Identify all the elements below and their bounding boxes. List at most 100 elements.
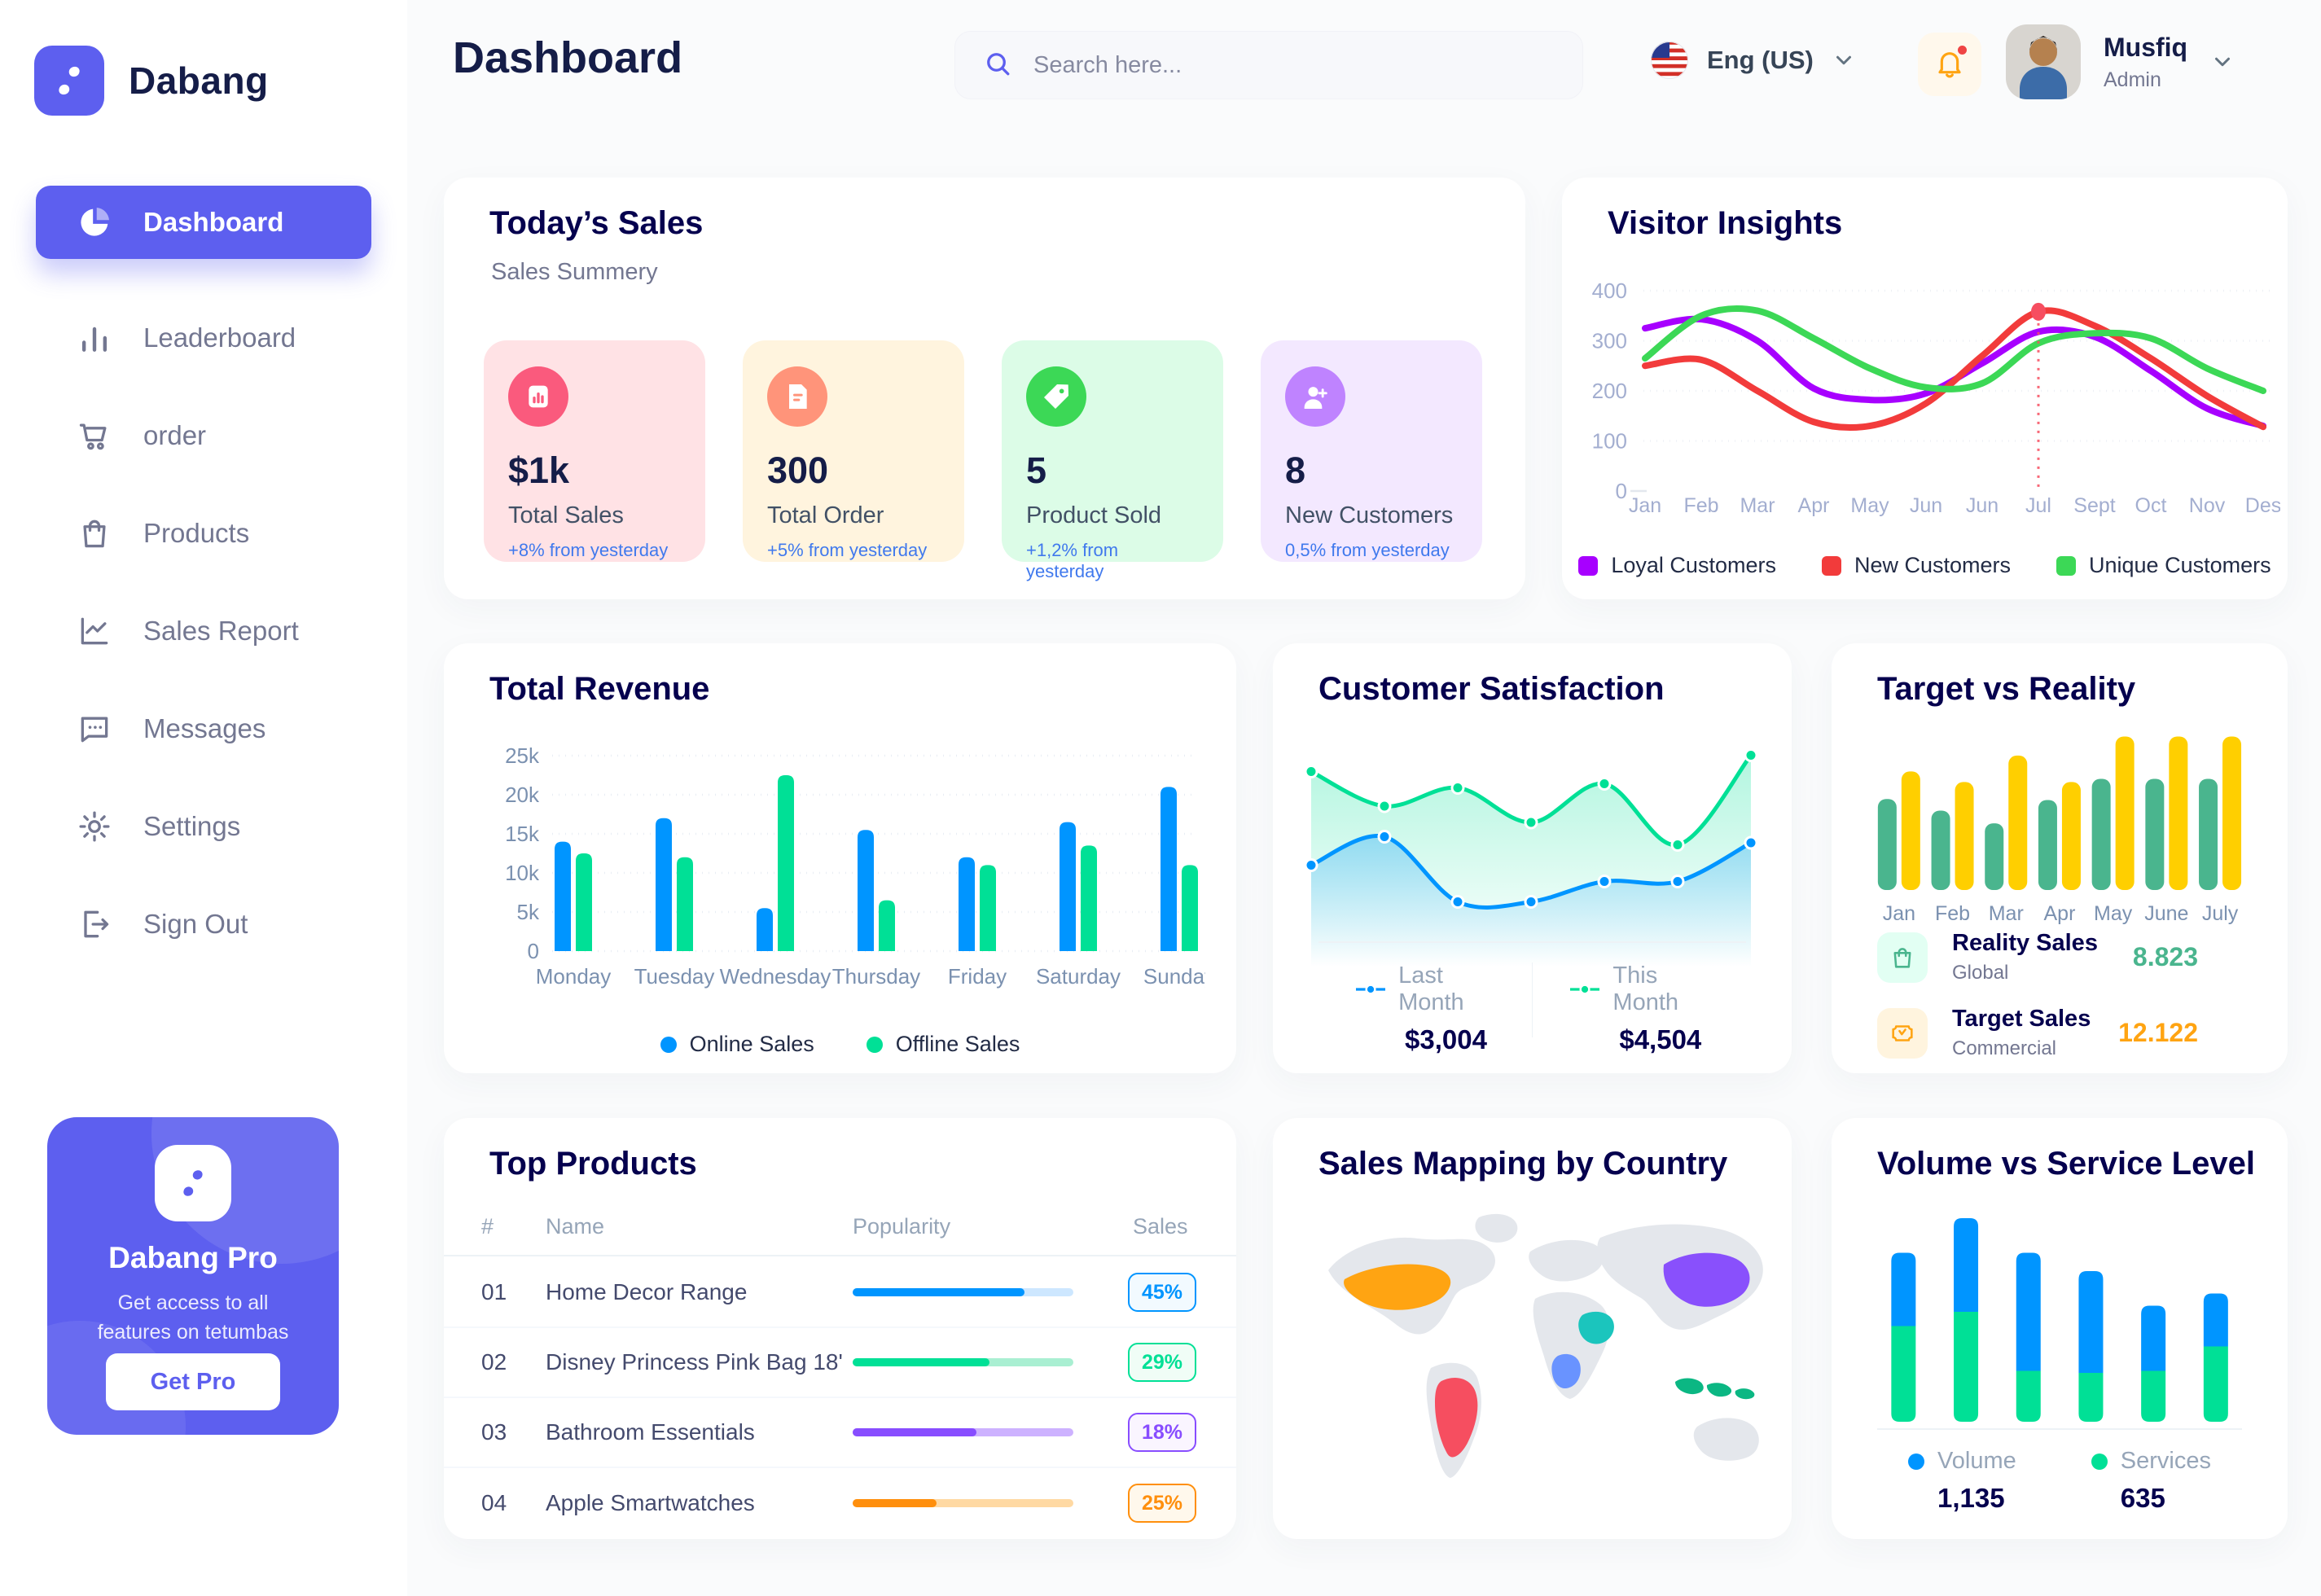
todays-sales-subtitle: Sales Summery: [491, 259, 658, 285]
stat-delta: +5% from yesterday: [767, 540, 928, 560]
svg-text:Wednesday: Wednesday: [720, 964, 831, 989]
target-vs-reality-legend: Reality Sales Global 8.823 Target Sales Comm…: [1877, 930, 2247, 1060]
map-country-brazil[interactable]: [1435, 1378, 1478, 1458]
sidebar-item-sign-out[interactable]: Sign Out: [36, 888, 371, 961]
notifications-button[interactable]: [1918, 33, 1981, 96]
brand: Dabang: [34, 46, 269, 116]
map-country-indonesia[interactable]: [1675, 1378, 1755, 1400]
legend-item-unique-customers: Unique Customers: [2056, 553, 2271, 578]
pro-description: Get access to all features on tetumbas: [97, 1291, 289, 1344]
sidebar-menu: Dashboard Leaderboard order Products Sales R…: [36, 186, 371, 961]
map-country-china[interactable]: [1663, 1252, 1750, 1307]
col-sales: Sales: [1133, 1214, 1188, 1239]
product-number: 02: [481, 1349, 507, 1375]
customer-satisfaction-chart: [1304, 748, 1758, 967]
sales-badge: 45%: [1128, 1273, 1196, 1312]
product-row-03[interactable]: 03 Bathroom Essentials 18%: [444, 1398, 1236, 1468]
svg-text:Apr: Apr: [2043, 902, 2075, 925]
bagGreen-icon: [1877, 932, 1928, 983]
statTag-icon: [1026, 366, 1086, 427]
chevron-down-icon: [1832, 48, 1856, 72]
col-number: #: [481, 1214, 494, 1239]
volume-service-title: Volume vs Service Level: [1877, 1146, 2255, 1182]
visitor-insights-legend: Loyal Customers New Customers Unique Custo…: [1562, 553, 2288, 578]
target-vs-reality-panel: Target vs Reality Jan Feb Mar Apr May June Jul…: [1832, 643, 2288, 1073]
sidebar-item-leaderboard[interactable]: Leaderboard: [36, 301, 371, 375]
map-country-dr-congo[interactable]: [1551, 1353, 1581, 1389]
legend-item-offline-sales: Offline Sales: [866, 1032, 1020, 1057]
product-name: Home Decor Range: [546, 1279, 748, 1304]
popularity-bar: [853, 1499, 1073, 1507]
statUser-icon: [1285, 366, 1345, 427]
sidebar-item-dashboard[interactable]: Dashboard: [36, 186, 371, 259]
popularity-bar: [853, 1288, 1073, 1296]
svg-text:Friday: Friday: [948, 964, 1007, 989]
svg-text:Feb: Feb: [1683, 494, 1718, 517]
sidebar-item-label: Messages: [143, 713, 266, 743]
svg-text:Nov: Nov: [2189, 494, 2226, 517]
top-products-header: # Name Popularity Sales: [444, 1209, 1236, 1256]
stat-value: 5: [1026, 449, 1047, 491]
svg-text:Tuesday: Tuesday: [634, 964, 715, 989]
user-info: Musfiq Admin: [2104, 33, 2187, 92]
map-europe: [1529, 1239, 1604, 1282]
total-revenue-panel: Total Revenue 0 5k 10k 15k 20k 25k Monday Tuesd…: [444, 643, 1236, 1073]
ticket-icon: [1877, 1007, 1928, 1059]
volume-service-chart: [1891, 1218, 2228, 1422]
stat-card-new-customers: 8 New Customers 0,5% from yesterday: [1261, 340, 1482, 562]
svg-text:0: 0: [1616, 479, 1627, 503]
todays-sales-title: Today’s Sales: [489, 205, 704, 241]
sidebar-item-settings[interactable]: Settings: [36, 790, 371, 863]
product-number: 03: [481, 1419, 507, 1445]
sidebar-item-sales-report[interactable]: Sales Report: [36, 594, 371, 668]
user-menu[interactable]: Musfiq Admin: [2006, 24, 2235, 99]
svg-text:10k: 10k: [505, 861, 540, 885]
target-vs-reality-chart: Jan Feb Mar Apr May June July: [1877, 736, 2242, 925]
top-products-panel: Top Products # Name Popularity Sales 01 H…: [444, 1118, 1236, 1539]
user-role: Admin: [2104, 68, 2161, 91]
stat-delta: +8% from yesterday: [508, 540, 669, 560]
language-selector[interactable]: Eng (US): [1650, 41, 1856, 80]
language-label: Eng (US): [1707, 46, 1814, 74]
svg-text:300: 300: [1592, 329, 1627, 353]
sidebar: Dabang Dashboard Leaderboard order Products…: [0, 0, 407, 1596]
cart-icon: [77, 418, 112, 454]
col-popularity: Popularity: [853, 1214, 951, 1239]
legend-item-online-sales: Online Sales: [660, 1032, 814, 1057]
product-row-01[interactable]: 01 Home Decor Range 45%: [444, 1258, 1236, 1328]
bell-icon: [1933, 46, 1966, 83]
sidebar-item-label: Leaderboard: [143, 322, 296, 353]
sidebar-item-products[interactable]: Products: [36, 497, 371, 570]
stat-card-total-order: 300 Total Order +5% from yesterday: [743, 340, 964, 562]
svg-text:Sept: Sept: [2073, 494, 2115, 517]
stat-value: $1k: [508, 449, 570, 491]
search-bar[interactable]: [954, 31, 1583, 99]
stat-label: Total Sales: [508, 502, 624, 528]
stat-card-total-sales: $1k Total Sales +8% from yesterday: [484, 340, 705, 562]
gear-icon: [77, 809, 112, 844]
sales-badge: 25%: [1128, 1484, 1196, 1523]
map-country-usa[interactable]: [1344, 1264, 1451, 1310]
product-name: Apple Smartwatches: [546, 1490, 755, 1515]
product-row-04[interactable]: 04 Apple Smartwatches 25%: [444, 1468, 1236, 1538]
sidebar-item-order[interactable]: order: [36, 399, 371, 472]
sidebar-item-label: order: [143, 420, 207, 450]
svg-text:May: May: [1850, 494, 1889, 517]
product-name: Bathroom Essentials: [546, 1419, 755, 1445]
target-vs-reality-title: Target vs Reality: [1877, 671, 2136, 707]
get-pro-button[interactable]: Get Pro: [106, 1353, 280, 1410]
svg-text:June: June: [2144, 902, 2188, 925]
search-input[interactable]: [1032, 50, 1537, 80]
product-row-02[interactable]: 02 Disney Princess Pink Bag 18' 29%: [444, 1328, 1236, 1398]
customer-satisfaction-panel: Customer Satisfaction Last Month $3,004 Th…: [1273, 643, 1792, 1073]
svg-text:Oct: Oct: [2135, 494, 2167, 517]
map-country-saudi-arabia[interactable]: [1578, 1311, 1614, 1344]
sidebar-item-label: Sign Out: [143, 909, 248, 939]
svg-text:Jan: Jan: [1883, 902, 1915, 925]
legend-item-this-month: This Month $4,504: [1533, 962, 1746, 1055]
svg-text:May: May: [2094, 902, 2133, 925]
stat-card-product-sold: 5 Product Sold +1,2% from yesterday: [1002, 340, 1223, 581]
svg-text:Monday: Monday: [536, 964, 612, 989]
notification-dot: [1956, 44, 1968, 56]
sidebar-item-messages[interactable]: Messages: [36, 692, 371, 765]
